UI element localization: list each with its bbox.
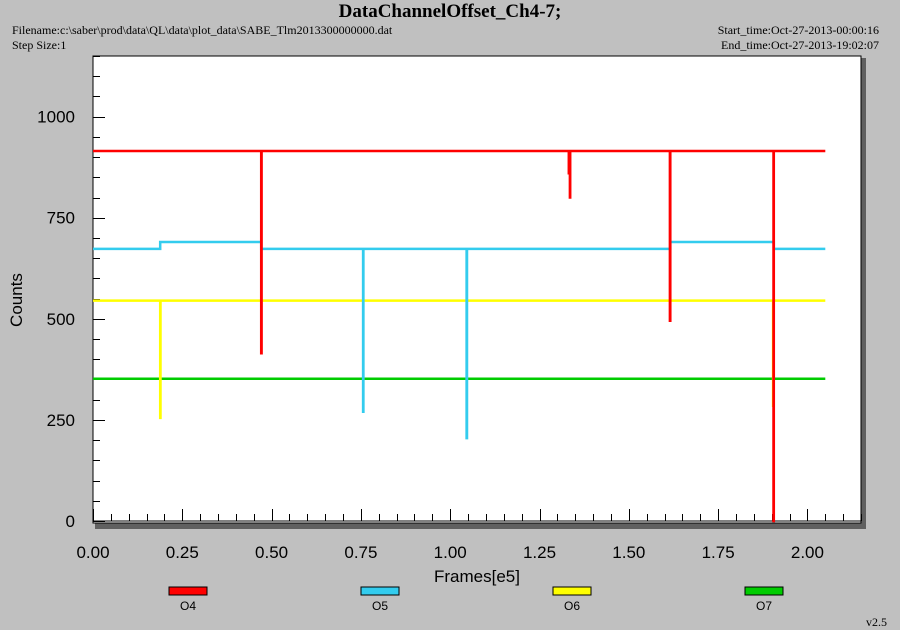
y-tick-label: 1000 [37, 108, 75, 127]
series-lines [93, 149, 826, 523]
tick-labels: 0 250 500 750 1000 0.00 0.25 0.50 0.75 1.00 1.25 1.… [37, 108, 824, 562]
x-tick-label: 1.25 [523, 543, 556, 562]
x-tick-label: 0.50 [255, 543, 288, 562]
start-time-label: Start_time:Oct-27-2013-00:00:16 [717, 23, 879, 37]
x-tick-label: 0.75 [344, 543, 377, 562]
legend-swatch-o7 [744, 586, 784, 596]
x-tick-label: 2.00 [791, 543, 824, 562]
x-tick-label: 1.75 [702, 543, 735, 562]
legend: O4 O5 O6 O7 [168, 586, 784, 613]
y-tick-label: 750 [47, 209, 75, 228]
version-label: v2.5 [866, 615, 887, 629]
x-tick-label: 1.50 [612, 543, 645, 562]
legend-label-o6: O6 [564, 599, 580, 613]
step-size-label: Step Size:1 [12, 38, 67, 52]
legend-label-o4: O4 [180, 599, 196, 613]
end-time-label: End_time:Oct-27-2013-19:02:07 [721, 38, 879, 52]
legend-swatch-o6 [552, 586, 592, 596]
filename-label: Filename:c:\saber\prod\data\QL\data\plot… [12, 23, 393, 37]
y-axis-label: Counts [7, 273, 26, 327]
legend-swatch-o4 [168, 586, 208, 596]
x-tick-label: 1.00 [434, 543, 467, 562]
x-axis-label: Frames[e5] [434, 567, 520, 586]
y-tick-label: 500 [47, 310, 75, 329]
legend-label-o5: O5 [372, 599, 388, 613]
x-tick-label: 0.00 [76, 543, 109, 562]
y-tick-label: 250 [47, 411, 75, 430]
plot-area [92, 55, 862, 524]
legend-label-o7: O7 [756, 599, 772, 613]
y-tick-label: 0 [66, 512, 75, 531]
series-line-o4 [93, 149, 826, 523]
x-tick-label: 0.25 [166, 543, 199, 562]
legend-swatch-o5 [360, 586, 400, 596]
series-line-o5 [93, 240, 826, 440]
chart-title: DataChannelOffset_Ch4-7; [338, 1, 562, 22]
